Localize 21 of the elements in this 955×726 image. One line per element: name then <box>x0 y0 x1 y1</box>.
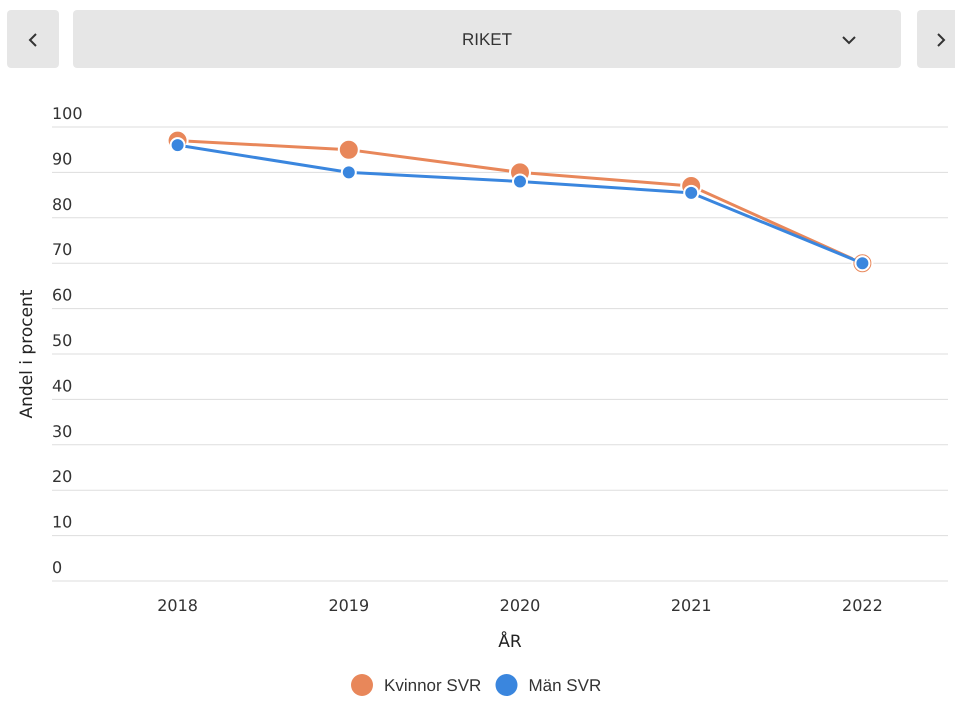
y-tick-label: 80 <box>52 194 72 214</box>
y-tick-label: 20 <box>52 467 72 486</box>
y-tick-label: 10 <box>52 512 72 532</box>
y-tick-label: 60 <box>52 286 72 305</box>
y-tick-label: 0 <box>52 558 62 577</box>
x-tick-label: 2019 <box>328 596 370 615</box>
x-tick-label: 2020 <box>500 596 540 615</box>
y-tick-label: 30 <box>52 422 72 441</box>
y-tick-label: 50 <box>52 331 72 350</box>
x-axis-title: ÅR <box>498 631 522 652</box>
legend-label: Män SVR <box>528 676 602 695</box>
y-tick-label: 90 <box>52 149 72 168</box>
x-tick-label: 2022 <box>842 596 883 615</box>
x-tick-label: 2021 <box>670 596 712 615</box>
y-tick-label: 100 <box>52 104 83 123</box>
y-axis-title: Andel i procent <box>17 289 37 418</box>
y-tick-label: 70 <box>52 240 72 260</box>
chart-title: RIKET <box>462 30 512 49</box>
legend-label: Kvinnor SVR <box>384 676 482 695</box>
y-tick-label: 40 <box>52 376 72 396</box>
x-tick-label: 2018 <box>157 596 198 615</box>
